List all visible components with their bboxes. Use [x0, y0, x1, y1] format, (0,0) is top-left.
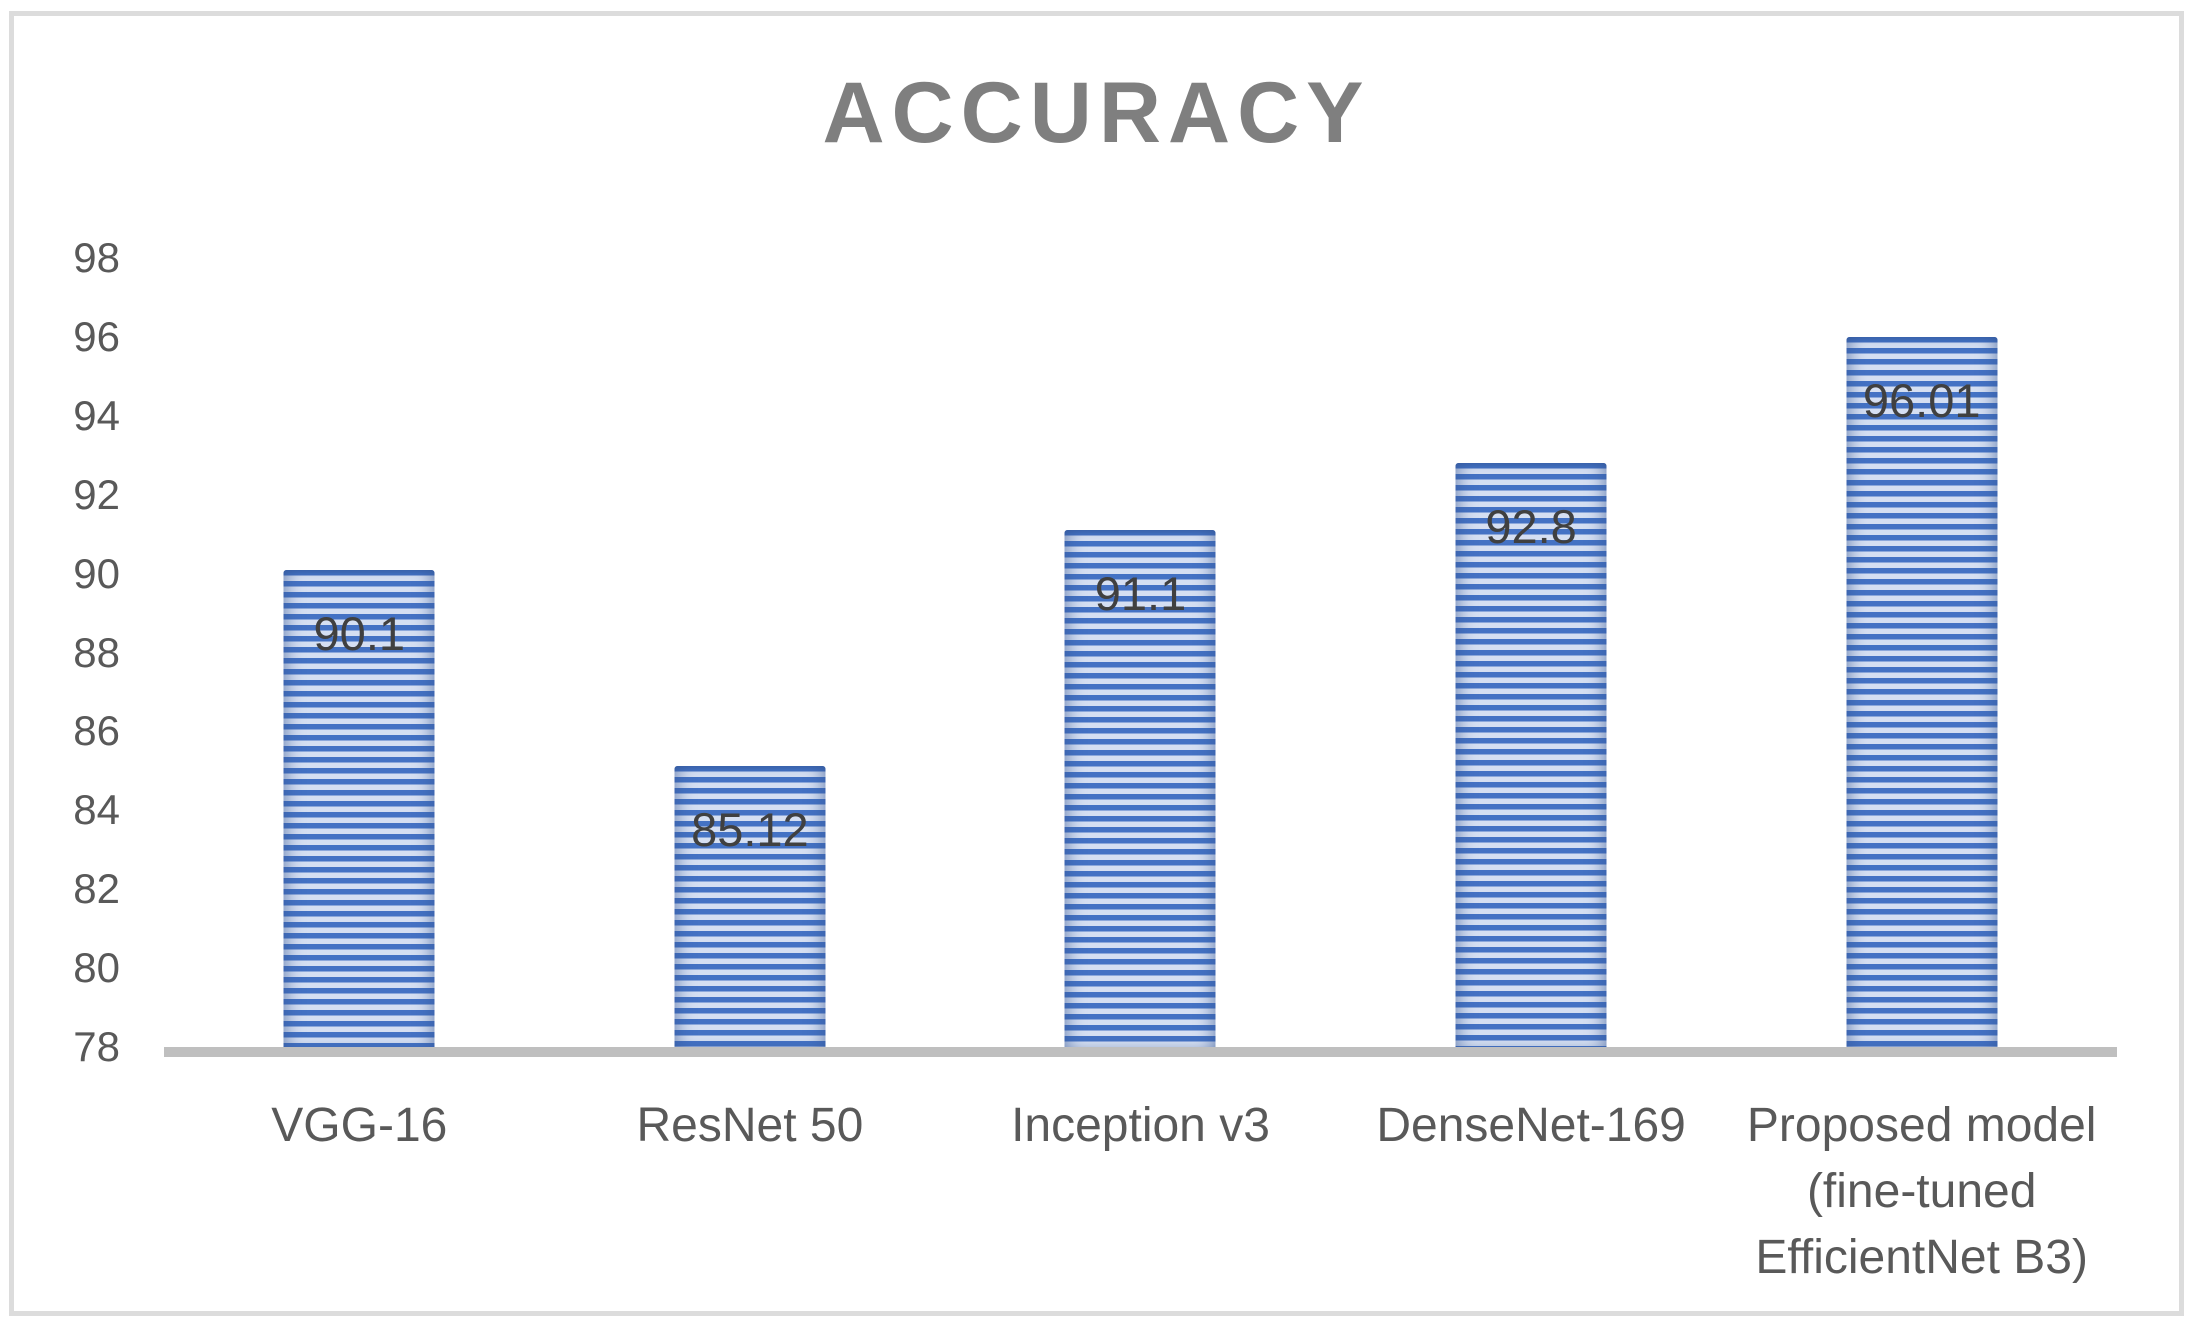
bar-value-label: 91.1 — [1094, 567, 1187, 621]
x-axis-line — [164, 1047, 2117, 1057]
bar-value-label: 85.12 — [691, 803, 809, 857]
x-category-label: DenseNet-169 — [1376, 1099, 1686, 1152]
y-tick-label: 90 — [73, 549, 120, 597]
x-category-label: Proposed model (fine-tuned EfficientNet … — [1746, 1099, 2097, 1284]
y-tick-label: 92 — [73, 470, 120, 518]
y-tick-label: 98 — [73, 234, 120, 281]
bar-slot: 92.8 — [1336, 258, 1727, 1047]
bar-value-label: 92.8 — [1485, 500, 1577, 554]
bar-slot: 96.01 — [1726, 258, 2117, 1047]
x-category-label: VGG-16 — [271, 1099, 448, 1152]
y-tick-label: 88 — [73, 628, 120, 676]
bar-slot: 85.12 — [555, 258, 946, 1047]
chart-frame: ACCURACY 98 96 94 92 90 88 86 84 82 80 78 90.1 85.1… — [9, 11, 2184, 1316]
bar-slot: 90.1 — [164, 258, 555, 1047]
y-tick-label: 82 — [73, 865, 120, 913]
y-tick-label: 84 — [73, 786, 120, 834]
x-category-label: Inception v3 — [1011, 1099, 1270, 1152]
chart-title: ACCURACY — [822, 65, 1371, 161]
bar: 90.1 — [283, 569, 435, 1047]
bar: 92.8 — [1455, 463, 1607, 1047]
bar: 85.12 — [674, 766, 826, 1047]
bar-value-label: 96.01 — [1862, 373, 1981, 427]
y-tick-label: 86 — [73, 707, 120, 755]
y-tick-label: 94 — [73, 391, 120, 439]
bar: 91.1 — [1064, 530, 1216, 1047]
x-category-label: ResNet 50 — [636, 1099, 864, 1152]
y-tick-label: 96 — [73, 312, 120, 360]
bar-value-label: 90.1 — [313, 606, 406, 660]
y-tick-label: 80 — [73, 944, 120, 992]
bar-slot: 91.1 — [945, 258, 1336, 1047]
y-tick-label: 78 — [73, 1023, 120, 1070]
plot-area: 98 96 94 92 90 88 86 84 82 80 78 90.1 85.12 91.1 92.8… — [73, 237, 2117, 1284]
bar: 96.01 — [1846, 336, 1998, 1047]
